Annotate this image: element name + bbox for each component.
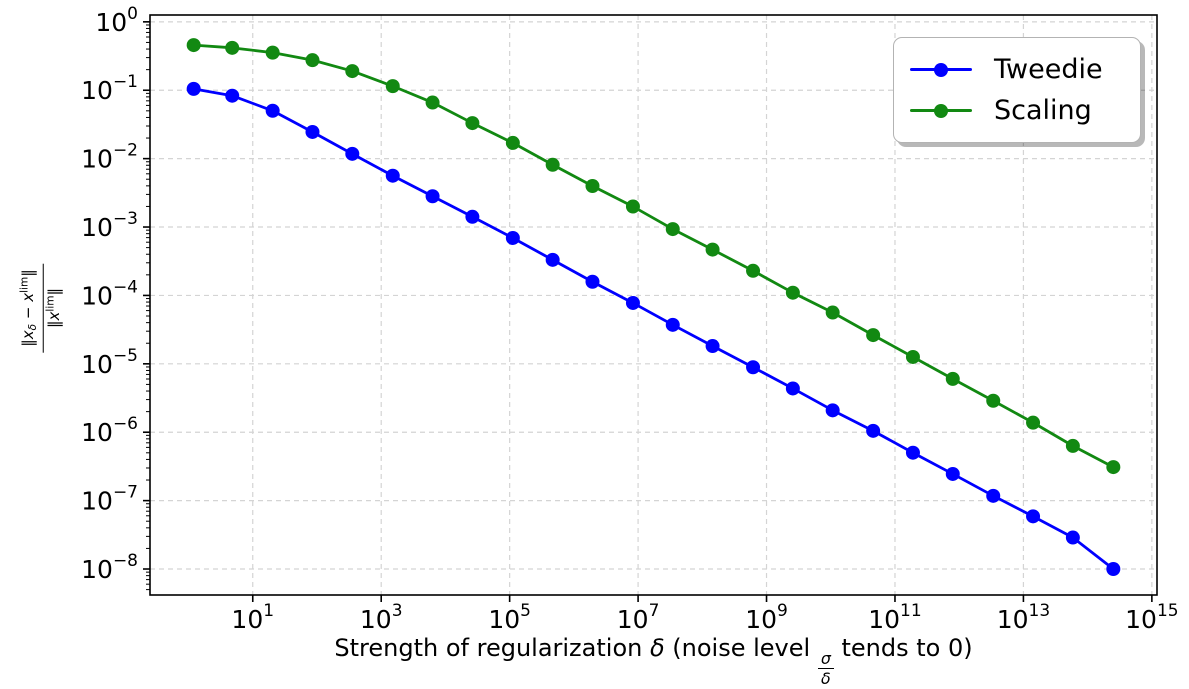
svg-text:103: 103: [360, 601, 403, 634]
svg-text:10−7: 10−7: [81, 483, 138, 516]
legend-label: Scaling: [994, 95, 1092, 126]
svg-text:10−1: 10−1: [81, 72, 138, 105]
svg-text:1011: 1011: [868, 601, 921, 634]
svg-text:10−2: 10−2: [81, 141, 138, 174]
legend-line-sample-tweedie: [910, 62, 972, 77]
svg-text:10−8: 10−8: [81, 551, 138, 584]
legend-marker-dot: [934, 103, 948, 118]
svg-text:101: 101: [231, 601, 274, 634]
legend-line-sample-scaling: [910, 103, 972, 118]
svg-text:10−5: 10−5: [81, 346, 138, 379]
svg-text:105: 105: [488, 601, 531, 634]
y-label-denominator: ‖xlim‖: [44, 288, 63, 328]
svg-text:10−4: 10−4: [81, 277, 138, 310]
legend-entry-tweedie: Tweedie: [910, 54, 1124, 85]
x-axis-label: Strength of regularization δ (noise leve…: [334, 634, 973, 688]
legend-label: Tweedie: [994, 54, 1103, 85]
svg-text:100: 100: [95, 4, 138, 37]
svg-text:1015: 1015: [1125, 601, 1178, 634]
svg-text:1013: 1013: [997, 601, 1050, 634]
legend-marker-dot: [934, 62, 948, 77]
legend-entry-scaling: Scaling: [910, 95, 1124, 126]
y-label-numerator: ‖xδ − xlim‖: [18, 263, 44, 353]
svg-text:107: 107: [617, 601, 660, 634]
svg-text:10−3: 10−3: [81, 209, 138, 242]
svg-text:10−6: 10−6: [81, 414, 138, 447]
svg-text:109: 109: [745, 601, 788, 634]
y-axis-label-fraction: ‖xδ − xlim‖ ‖xlim‖: [18, 263, 64, 353]
y-axis-label: ‖xδ − xlim‖ ‖xlim‖: [18, 263, 64, 353]
legend: Tweedie Scaling: [893, 37, 1141, 143]
